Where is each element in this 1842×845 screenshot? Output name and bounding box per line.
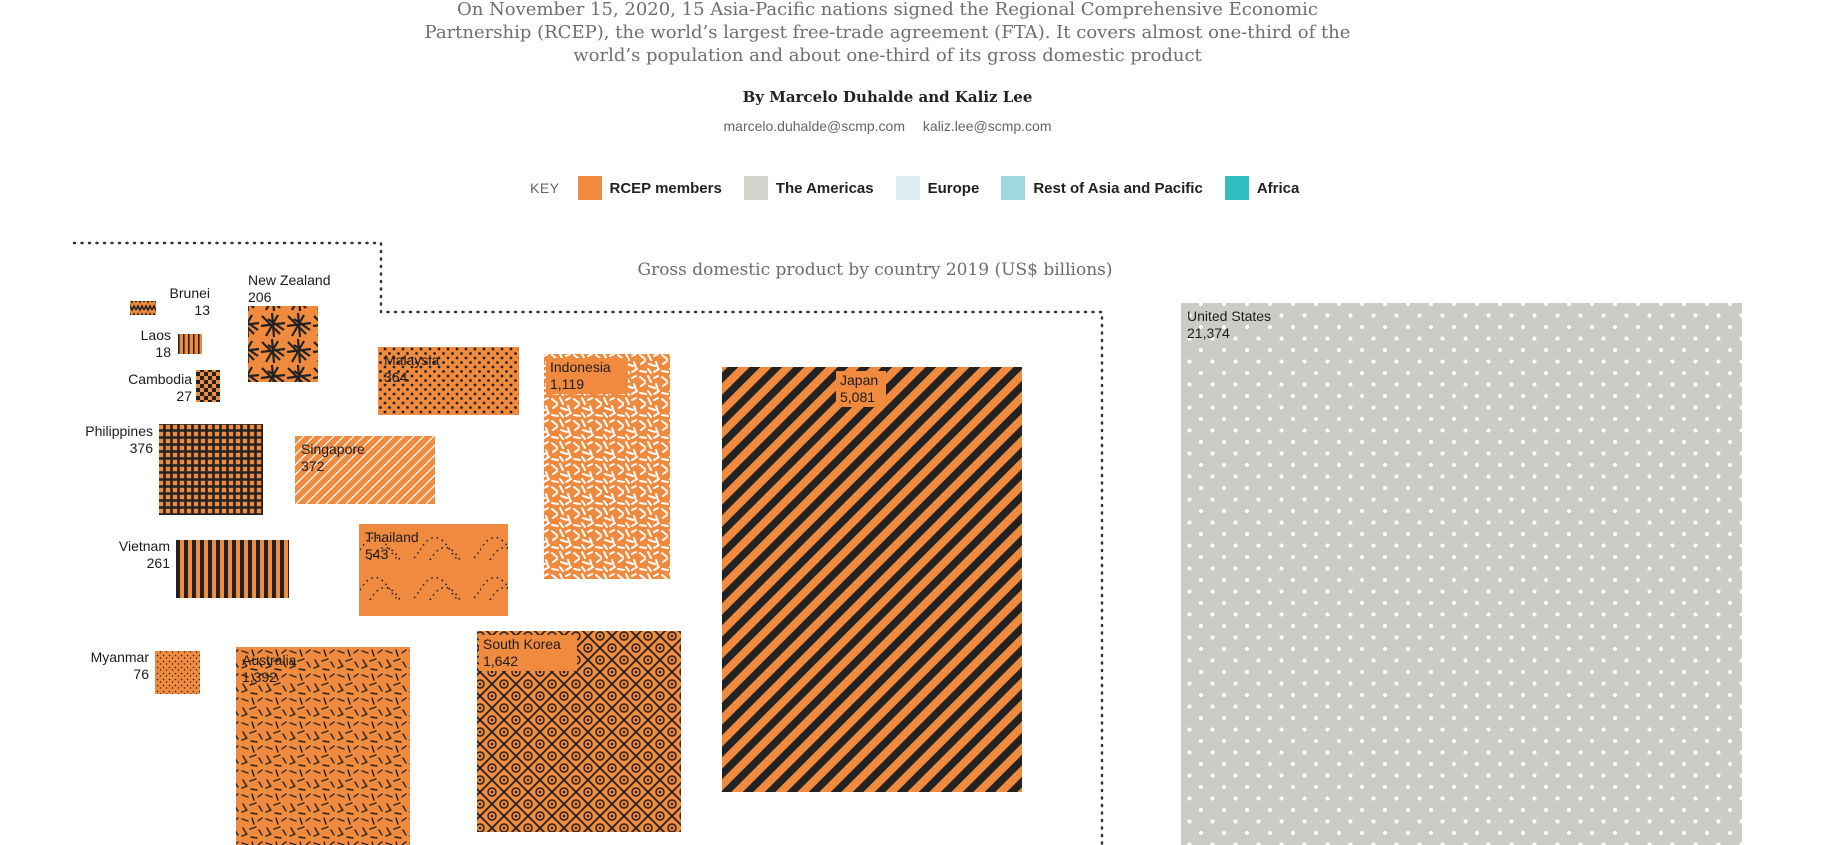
tile-label-value: 5,081 xyxy=(840,389,875,405)
tile-label-value: 1,392 xyxy=(242,669,277,685)
tile-label-name: Myanmar xyxy=(91,649,150,665)
tile-label-name: United States xyxy=(1187,308,1271,324)
legend-key-label: KEY xyxy=(530,180,560,196)
legend-swatch xyxy=(1001,176,1026,200)
tile-pattern xyxy=(236,647,410,845)
legend-item-europe: Europe xyxy=(895,176,980,200)
legend: KEY RCEP members The Americas Europe Res… xyxy=(530,176,1321,200)
tile-label-name: New Zealand xyxy=(248,272,331,288)
tile-label-name: Vietnam xyxy=(119,538,170,554)
tile-label-value: 21,374 xyxy=(1187,325,1230,341)
intro-text: On November 15, 2020, 15 Asia-Pacific na… xyxy=(424,0,1351,66)
tile-label-name: Thailand xyxy=(365,529,419,545)
tile-label-bg xyxy=(836,371,886,407)
legend-item-label: Rest of Asia and Pacific xyxy=(1033,179,1203,197)
tile-pattern xyxy=(176,540,289,598)
tile-label-name: Brunei xyxy=(170,285,210,301)
tile-label-name: South Korea xyxy=(483,636,561,652)
tile-pattern xyxy=(159,424,263,515)
legend-swatch xyxy=(1224,176,1249,200)
legend-item-label: Africa xyxy=(1256,179,1300,197)
tile-pattern xyxy=(378,347,519,415)
tile-label-name: Indonesia xyxy=(550,359,611,375)
tile-label-value: 1,642 xyxy=(483,653,518,669)
tile-pattern xyxy=(359,524,508,616)
tile-label-value: 18 xyxy=(155,344,171,360)
byline: By Marcelo Duhalde and Kaliz Lee xyxy=(742,88,1033,106)
tile-pattern xyxy=(178,334,202,354)
tile-pattern xyxy=(295,436,435,504)
tile-label-value: 261 xyxy=(147,555,171,571)
legend-item-africa: Africa xyxy=(1224,176,1300,200)
tile-pattern xyxy=(196,370,220,402)
author-emails: marcelo.duhalde@scmp.com kaliz.lee@scmp.… xyxy=(420,118,1355,134)
legend-item-label: RCEP members xyxy=(609,179,722,197)
legend-item-label: The Americas xyxy=(775,179,874,197)
tile-label-value: 76 xyxy=(133,666,149,682)
tile-label-value: 372 xyxy=(301,458,325,474)
legend-swatch xyxy=(577,176,602,200)
tile-label-name: Cambodia xyxy=(128,371,192,387)
rcep-boundary-line xyxy=(72,241,1104,845)
tile-label-value: 206 xyxy=(248,289,272,305)
legend-swatch xyxy=(743,176,768,200)
tile-pattern xyxy=(1181,303,1742,845)
tile-pattern xyxy=(722,367,1022,792)
tile-label-value: 543 xyxy=(365,546,389,562)
tile-label-name: Japan xyxy=(840,372,878,388)
legend-item-rest-asia-pacific: Rest of Asia and Pacific xyxy=(1001,176,1203,200)
tile-pattern xyxy=(130,301,156,315)
legend-item-rcep: RCEP members xyxy=(577,176,722,200)
chart-title: Gross domestic product by country 2019 (… xyxy=(637,260,1113,280)
tile-label-value: 376 xyxy=(130,440,154,456)
tile-label-value: 27 xyxy=(176,388,192,404)
legend-swatch xyxy=(895,176,920,200)
legend-item-americas: The Americas xyxy=(743,176,874,200)
tile-label-name: Australia xyxy=(242,652,297,668)
tile-pattern xyxy=(248,306,318,382)
tile-label-name: Philippines xyxy=(85,423,153,439)
tile-label-name: Singapore xyxy=(301,441,365,457)
tile-label-name: Malaysia xyxy=(384,352,439,368)
tile-label-bg xyxy=(479,635,577,671)
tile-label-value: 364 xyxy=(384,369,408,385)
legend-item-label: Europe xyxy=(927,179,980,197)
email-link-marcelo[interactable]: marcelo.duhalde@scmp.com xyxy=(723,118,906,134)
tile-label-name: Laos xyxy=(141,327,171,343)
email-link-kaliz[interactable]: kaliz.lee@scmp.com xyxy=(922,118,1052,134)
tile-label-value: 13 xyxy=(194,302,210,318)
tile-label-bg xyxy=(546,358,628,394)
tile-label-value: 1,119 xyxy=(550,376,584,392)
tile-pattern xyxy=(155,651,200,694)
